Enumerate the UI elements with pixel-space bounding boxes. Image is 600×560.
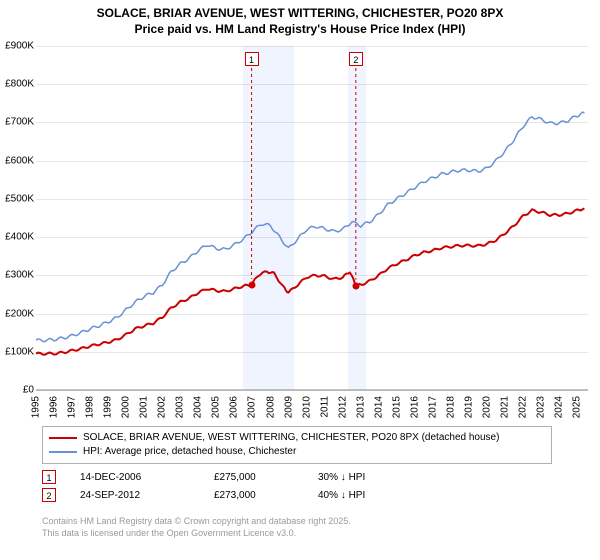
sale-row: 1 14-DEC-2006 £275,000 30% ↓ HPI — [42, 468, 418, 486]
y-axis-label: £300K — [5, 270, 34, 281]
sale-price: £275,000 — [214, 472, 294, 483]
x-axis-label: 2012 — [337, 396, 348, 418]
x-axis-label: 2016 — [409, 396, 420, 418]
legend: SOLACE, BRIAR AVENUE, WEST WITTERING, CH… — [42, 426, 552, 464]
x-axis-label: 2019 — [463, 396, 474, 418]
x-axis-label: 2007 — [247, 396, 258, 418]
sale-marker-badge: 1 — [245, 52, 259, 66]
x-axis-label: 2009 — [283, 396, 294, 418]
y-axis-label: £700K — [5, 117, 34, 128]
x-axis-label: 2010 — [301, 396, 312, 418]
attribution-footer: Contains HM Land Registry data © Crown c… — [42, 516, 351, 539]
x-axis-label: 2000 — [121, 396, 132, 418]
sale-hpi-relative: 30% ↓ HPI — [318, 472, 418, 483]
x-axis-label: 2017 — [427, 396, 438, 418]
y-axis-label: £100K — [5, 346, 34, 357]
x-axis-label: 1999 — [103, 396, 114, 418]
legend-item: SOLACE, BRIAR AVENUE, WEST WITTERING, CH… — [49, 431, 545, 445]
x-axis-label: 2005 — [211, 396, 222, 418]
x-axis-label: 2022 — [518, 396, 529, 418]
x-axis-label: 2013 — [355, 396, 366, 418]
x-axis-label: 2003 — [175, 396, 186, 418]
footer-line-2: This data is licensed under the Open Gov… — [42, 528, 351, 540]
x-axis-label: 2006 — [229, 396, 240, 418]
legend-swatch — [49, 451, 77, 453]
series-hpi — [36, 112, 584, 342]
y-axis-label: £800K — [5, 79, 34, 90]
title-line-2: Price paid vs. HM Land Registry's House … — [0, 22, 600, 38]
y-axis-label: £500K — [5, 193, 34, 204]
sale-date: 14-DEC-2006 — [80, 472, 190, 483]
x-axis-label: 2023 — [536, 396, 547, 418]
x-axis-label: 1995 — [31, 396, 42, 418]
y-axis-label: £900K — [5, 41, 34, 52]
x-axis-label: 2015 — [391, 396, 402, 418]
series-property — [36, 208, 584, 354]
x-axis-label: 2004 — [193, 396, 204, 418]
x-axis-label: 1998 — [85, 396, 96, 418]
sales-table: 1 14-DEC-2006 £275,000 30% ↓ HPI 2 24-SEP-201… — [42, 468, 418, 504]
sale-date: 24-SEP-2012 — [80, 490, 190, 501]
x-axis-label: 1997 — [67, 396, 78, 418]
y-axis-label: £200K — [5, 308, 34, 319]
x-axis-label: 2008 — [265, 396, 276, 418]
y-axis-label: £400K — [5, 232, 34, 243]
x-axis-label: 2020 — [481, 396, 492, 418]
x-axis-label: 2025 — [572, 396, 583, 418]
x-axis-label: 2024 — [554, 396, 565, 418]
sale-marker-badge: 2 — [349, 52, 363, 66]
x-axis-label: 2002 — [157, 396, 168, 418]
x-axis-label: 2001 — [139, 396, 150, 418]
x-axis-label: 2018 — [445, 396, 456, 418]
sale-row-badge: 2 — [42, 488, 56, 502]
plot-area: £0£100K£200K£300K£400K£500K£600K£700K£80… — [36, 46, 588, 390]
x-axis-label: 1996 — [49, 396, 60, 418]
line-plot — [36, 46, 588, 390]
legend-item: HPI: Average price, detached house, Chic… — [49, 445, 545, 459]
legend-label: HPI: Average price, detached house, Chic… — [83, 445, 296, 459]
title-line-1: SOLACE, BRIAR AVENUE, WEST WITTERING, CH… — [0, 6, 600, 22]
legend-swatch — [49, 437, 77, 439]
chart-container: SOLACE, BRIAR AVENUE, WEST WITTERING, CH… — [0, 0, 600, 560]
sale-marker-dot — [248, 281, 255, 288]
footer-line-1: Contains HM Land Registry data © Crown c… — [42, 516, 351, 528]
chart-title: SOLACE, BRIAR AVENUE, WEST WITTERING, CH… — [0, 0, 600, 37]
sale-marker-dot — [352, 282, 359, 289]
legend-label: SOLACE, BRIAR AVENUE, WEST WITTERING, CH… — [83, 431, 499, 445]
y-axis-label: £600K — [5, 155, 34, 166]
x-axis-label: 2021 — [500, 396, 511, 418]
y-axis-label: £0 — [23, 385, 34, 396]
x-axis-label: 2011 — [319, 396, 330, 418]
x-axis-label: 2014 — [373, 396, 384, 418]
sale-row: 2 24-SEP-2012 £273,000 40% ↓ HPI — [42, 486, 418, 504]
sale-row-badge: 1 — [42, 470, 56, 484]
sale-price: £273,000 — [214, 490, 294, 501]
sale-hpi-relative: 40% ↓ HPI — [318, 490, 418, 501]
